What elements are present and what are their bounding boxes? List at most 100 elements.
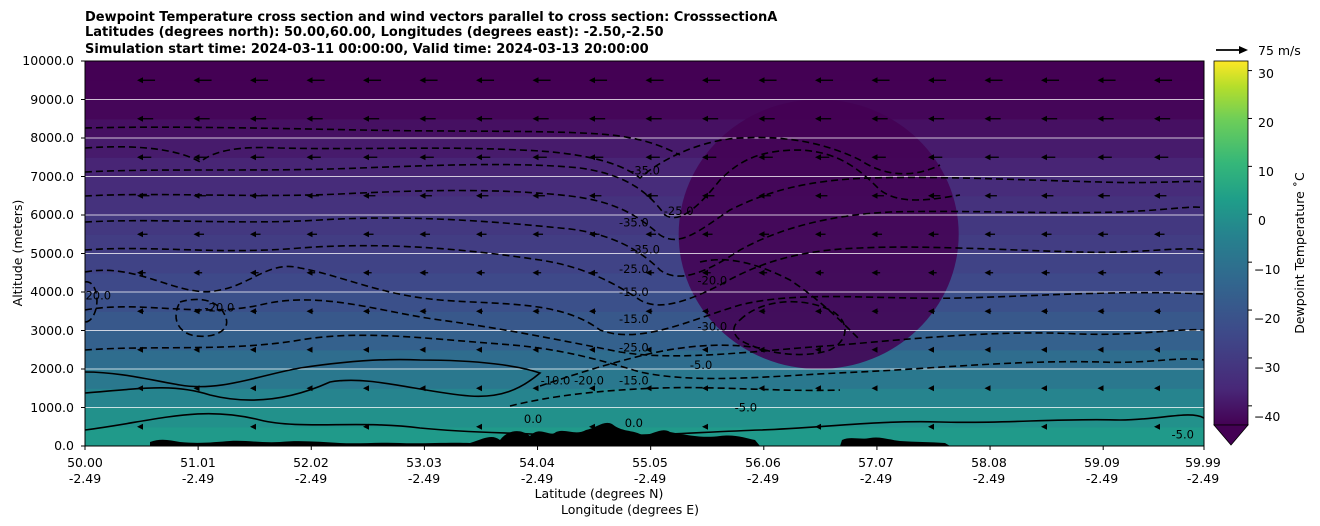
field-band [85, 99, 1204, 120]
wind-vector-head [532, 154, 539, 161]
wind-vector [419, 115, 436, 122]
field-band [85, 138, 1204, 158]
wind-vector-head [589, 154, 595, 161]
xtick-lat-label: 53.03 [406, 455, 442, 470]
wind-vector [1097, 154, 1112, 161]
wind-vector [984, 269, 994, 276]
y-axis-label: Altitude (meters) [10, 200, 25, 307]
wind-vector-head [1041, 385, 1047, 392]
wind-vector [984, 308, 992, 315]
wind-vector [1097, 385, 1104, 392]
wind-vector-head [758, 308, 765, 315]
wind-vector-head [1041, 115, 1047, 122]
wind-vector-head [871, 77, 878, 84]
wind-vector-head [1097, 154, 1104, 161]
wind-vector-head [928, 231, 934, 238]
wind-vector-head [1097, 115, 1104, 122]
wind-vector [306, 385, 313, 392]
ytick-label: 3000.0 [30, 323, 74, 338]
contour-label: -15.0 [619, 285, 649, 299]
wind-vector-head [871, 115, 878, 122]
wind-vector [1154, 77, 1173, 84]
wind-vector [250, 346, 256, 353]
wind-vector-head [306, 385, 313, 392]
wind-vector [589, 154, 604, 161]
wind-vector [645, 269, 655, 276]
contour-line [85, 126, 681, 156]
wind-vector [758, 77, 777, 84]
ytick-label: 9000.0 [30, 92, 74, 107]
wind-vector-head [193, 192, 200, 199]
contour-label: -35.0 [630, 164, 660, 178]
contour-label: -20.0 [697, 273, 727, 287]
wind-vector [137, 385, 143, 392]
wind-vector-head [645, 192, 652, 199]
wind-vector-head [1041, 192, 1047, 199]
ytick-label: 0.0 [54, 438, 74, 453]
wind-vector-head [702, 269, 708, 276]
wind-vector [1097, 308, 1105, 315]
wind-vector [702, 192, 715, 199]
xtick-lon-label: -2.49 [634, 471, 666, 486]
wind-vector-head [1154, 308, 1160, 315]
wind-vector-head [476, 269, 482, 276]
wind-vector [871, 308, 879, 315]
wind-vector-head [1154, 192, 1160, 199]
wind-vector-head [984, 77, 991, 84]
wind-vector [193, 192, 206, 199]
wind-vector-head [476, 115, 482, 122]
wind-vector-head [306, 308, 313, 315]
wind-vector-head [137, 115, 143, 122]
wind-vector-head [250, 154, 256, 161]
wind-vector [137, 346, 143, 353]
contour-label: -5.0 [735, 400, 757, 414]
wind-vector [928, 385, 934, 392]
wind-vector-head [758, 385, 765, 392]
wind-vector [589, 423, 595, 430]
wind-vector [532, 346, 539, 353]
wind-vector [1097, 269, 1107, 276]
wind-vector [871, 269, 881, 276]
wind-vector [645, 346, 652, 353]
wind-vector [193, 269, 203, 276]
wind-vector-head [928, 192, 934, 199]
wind-vector [928, 115, 945, 122]
wind-vector-head [250, 77, 256, 84]
contour-label: -35.0 [630, 243, 660, 257]
wind-vector [1097, 115, 1114, 122]
xtick-lat-label: 59.09 [1084, 455, 1120, 470]
wind-vector [363, 308, 370, 315]
wind-vector-head [871, 346, 878, 353]
wind-vector [476, 385, 482, 392]
wind-vector [702, 231, 713, 238]
contour-line [85, 265, 1204, 336]
wind-vector-head [250, 423, 256, 430]
wind-vector-head [871, 154, 878, 161]
wind-vector [137, 269, 146, 276]
wind-vector-head [1041, 346, 1047, 353]
wind-vector [306, 308, 314, 315]
wind-vector [137, 115, 154, 122]
wind-vector [984, 346, 991, 353]
wind-vector-head [1097, 308, 1104, 315]
wind-vector [1154, 269, 1163, 276]
wind-vector-head [871, 308, 878, 315]
wind-vector-head [306, 77, 313, 84]
wind-vector-head [306, 231, 313, 238]
wind-vector-head [532, 308, 539, 315]
wind-vector-head [645, 154, 652, 161]
wind-vector [1041, 346, 1047, 353]
wind-vector [419, 308, 427, 315]
xtick-lon-label: -2.49 [1187, 471, 1219, 486]
field-band [85, 61, 1204, 81]
wind-vector-head [306, 269, 313, 276]
wind-vector [419, 385, 426, 392]
wind-vector-head [815, 231, 821, 238]
wind-vector-head [1154, 77, 1160, 84]
wind-vector-head [928, 346, 934, 353]
wind-vector [871, 346, 878, 353]
wind-vector [984, 385, 991, 392]
wind-vector [419, 231, 431, 238]
wind-vector [702, 385, 708, 392]
wind-vector-head [645, 269, 652, 276]
